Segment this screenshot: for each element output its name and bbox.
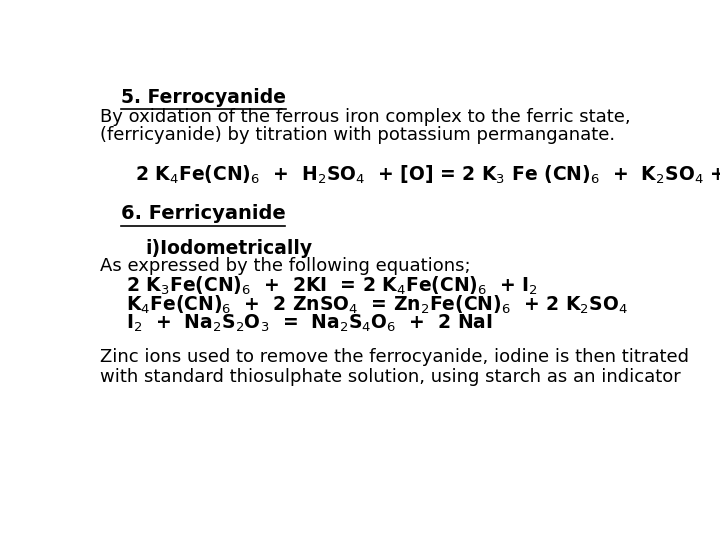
- Text: 6. Ferricyanide: 6. Ferricyanide: [121, 204, 285, 223]
- Text: 2 K$_{4}$Fe(CN)$_{6}$  +  H$_{2}$SO$_{4}$  + [O] = 2 K$_{3}$ Fe (CN)$_{6}$  +  K: 2 K$_{4}$Fe(CN)$_{6}$ + H$_{2}$SO$_{4}$ …: [135, 164, 720, 186]
- Text: Zinc ions used to remove the ferrocyanide, iodine is then titrated: Zinc ions used to remove the ferrocyanid…: [100, 348, 689, 366]
- Text: i)Iodometrically: i)Iodometrically: [145, 239, 313, 259]
- Text: I$_{2}$  +  Na$_{2}$S$_{2}$O$_{3}$  =  Na$_{2}$S$_{4}$O$_{6}$  +  2 NaI: I$_{2}$ + Na$_{2}$S$_{2}$O$_{3}$ = Na$_{…: [126, 313, 493, 334]
- Text: K$_{4}$Fe(CN)$_{6}$  +  2 ZnSO$_{4}$  = Zn$_{2}$Fe(CN)$_{6}$  + 2 K$_{2}$SO$_{4}: K$_{4}$Fe(CN)$_{6}$ + 2 ZnSO$_{4}$ = Zn$…: [126, 294, 629, 316]
- Text: with standard thiosulphate solution, using starch as an indicator: with standard thiosulphate solution, usi…: [100, 368, 681, 386]
- Text: As expressed by the following equations;: As expressed by the following equations;: [100, 258, 471, 275]
- Text: By oxidation of the ferrous iron complex to the ferric state,: By oxidation of the ferrous iron complex…: [100, 109, 631, 126]
- Text: 2 K$_{3}$Fe(CN)$_{6}$  +  2KI  = 2 K$_{4}$Fe(CN)$_{6}$  + I$_{2}$: 2 K$_{3}$Fe(CN)$_{6}$ + 2KI = 2 K$_{4}$F…: [126, 275, 539, 298]
- Text: 5. Ferrocyanide: 5. Ferrocyanide: [121, 87, 286, 107]
- Text: (ferricyanide) by titration with potassium permanganate.: (ferricyanide) by titration with potassi…: [100, 126, 615, 144]
